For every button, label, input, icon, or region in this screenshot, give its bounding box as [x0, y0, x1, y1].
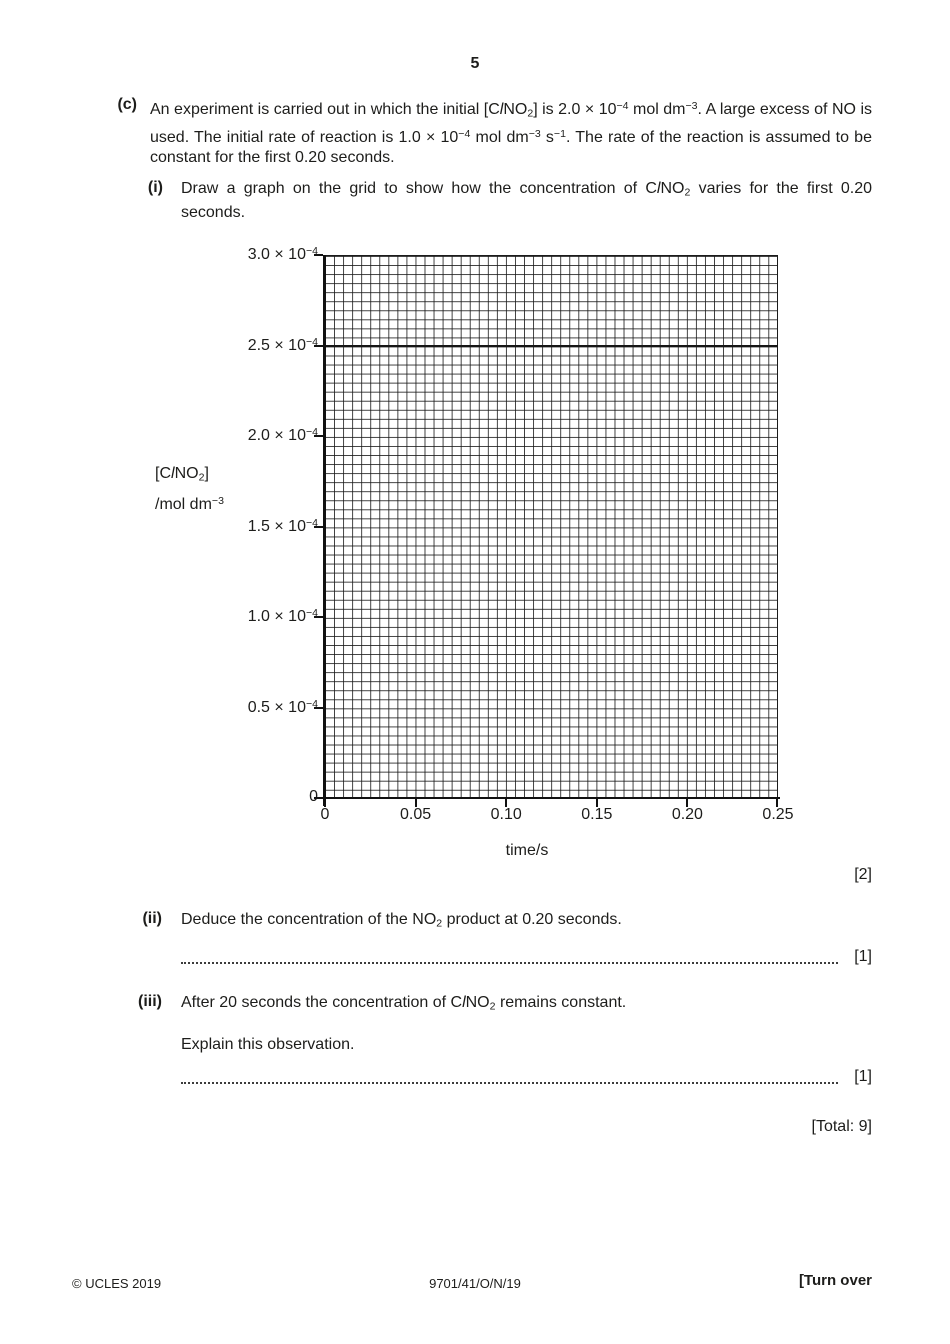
marks-part-iii: [1] [854, 1068, 872, 1085]
footer-paper-code: 9701/41/O/N/19 [429, 1276, 521, 1291]
x-tick [686, 799, 689, 807]
part-label-iii: (iii) [138, 993, 162, 1010]
x-tick-label: 0.05 [400, 806, 432, 823]
y-tick-label: 2.0 × 10−4 [247, 426, 318, 444]
y-tick-label: 3.0 × 10−4 [247, 245, 318, 263]
x-tick [324, 799, 326, 807]
grid-minor-lines [325, 255, 778, 798]
y-tick [314, 525, 323, 528]
y-tick-label: 0.5 × 10−4 [247, 697, 318, 716]
question-ii-prompt: Deduce the concentration of the NO2 prod… [181, 911, 622, 930]
x-tick [595, 799, 598, 807]
marks-part-i: [2] [854, 866, 872, 883]
y-tick [314, 616, 323, 618]
total-marks: [Total: 9] [811, 1118, 872, 1135]
y-tick [314, 435, 323, 437]
page-number: 5 [470, 55, 480, 72]
marks-part-ii: [1] [854, 948, 872, 965]
y-axis-line [323, 255, 326, 806]
x-tick [505, 799, 508, 807]
question-c-intro: An experiment is carried out in which th… [150, 100, 873, 167]
part-label-ii: (ii) [142, 910, 162, 927]
answer-line-iii[interactable] [181, 1064, 838, 1084]
y-tick [314, 797, 323, 799]
y-axis-title: [ClNO2] /mol dm−3 [155, 462, 224, 515]
y-tick-label: 0 [309, 788, 318, 806]
y-axis-title-line1: [ClNO2] [155, 465, 209, 484]
x-tick-label: 0.15 [581, 806, 613, 823]
y-tick [314, 706, 323, 709]
y-tick [314, 254, 323, 256]
x-tick-label: 0.10 [490, 806, 522, 823]
footer-copyright: © UCLES 2019 [72, 1276, 162, 1291]
x-tick-label: 0.20 [671, 806, 703, 823]
graph-grid[interactable] [314, 254, 780, 807]
x-axis-title: time/s [505, 842, 549, 859]
y-tick-label: 1.0 × 10−4 [247, 607, 318, 625]
y-axis-title-line2: /mol dm−3 [155, 494, 224, 513]
footer-turn-over: [Turn over [798, 1272, 872, 1289]
grid-major-line-2-5 [325, 344, 778, 347]
question-iii-prompt: After 20 seconds the concentration of Cl… [181, 994, 627, 1013]
answer-line-ii[interactable] [181, 944, 838, 964]
y-tick-label: 1.5 × 10−4 [247, 516, 318, 535]
question-iii-prompt2: Explain this observation. [181, 1036, 355, 1053]
x-axis-line [323, 796, 780, 799]
part-label-c: (c) [117, 96, 137, 113]
part-label-i: (i) [147, 179, 163, 196]
question-i-prompt: Draw a graph on the grid to show how the… [181, 180, 873, 222]
x-tick-label: 0 [320, 806, 330, 823]
x-tick-label: 0.25 [762, 806, 794, 823]
x-tick [414, 799, 417, 807]
y-tick [314, 344, 323, 347]
y-tick-label: 2.5 × 10−4 [247, 335, 318, 354]
x-tick [776, 799, 778, 807]
